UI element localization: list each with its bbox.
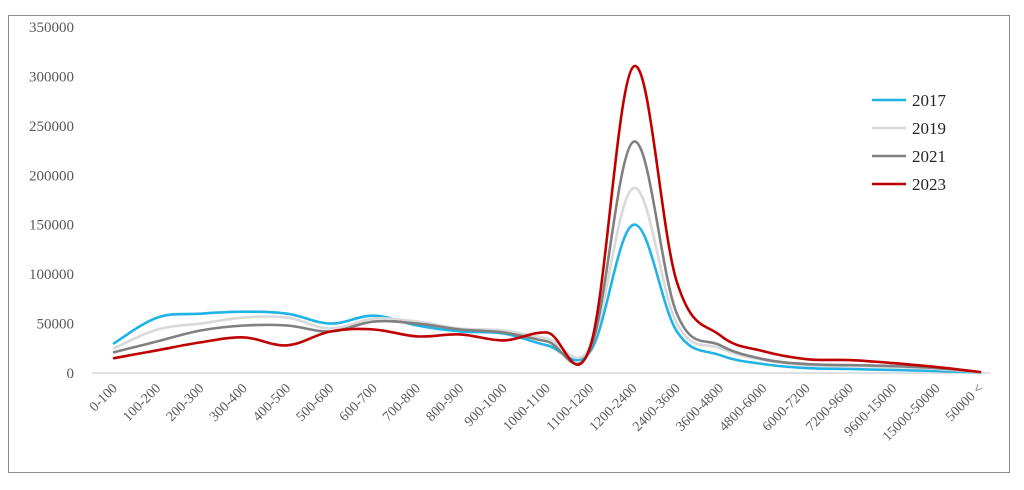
chart-frame (8, 15, 1010, 473)
legend-label: 2023 (912, 175, 946, 194)
y-tick-label: 50000 (37, 317, 75, 333)
x-tick-label: 800-900 (424, 381, 468, 425)
y-tick-label: 100000 (29, 267, 74, 283)
y-tick-label: 300000 (29, 69, 74, 85)
x-tick-label: 700-800 (380, 381, 424, 425)
x-tick-label: 400-500 (250, 381, 294, 425)
series-lines (112, 65, 982, 374)
y-tick-label: 200000 (29, 168, 74, 184)
y-axis-ticks: 0 50000 100000 150000 200000 250000 300000 3500… (29, 20, 74, 382)
legend-label: 2021 (912, 147, 946, 166)
x-axis-ticks: 0-100 100-200 200-300 300-400 400-500 500-600… (87, 381, 987, 444)
y-tick-label: 0 (67, 366, 75, 382)
legend-label: 2019 (912, 119, 946, 138)
x-tick-label: 50000 < (943, 381, 986, 424)
series-line-2023 (112, 65, 982, 374)
legend-label: 2017 (912, 91, 947, 110)
y-tick-label: 350000 (29, 20, 74, 36)
y-tick-label: 150000 (29, 218, 74, 234)
series-line-2017 (112, 223, 982, 374)
x-tick-label: 500-600 (294, 381, 338, 425)
x-tick-label: 0-100 (87, 381, 121, 415)
legend: 2017 2019 2021 2023 (872, 91, 947, 194)
x-tick-label: 600-700 (337, 381, 381, 425)
x-tick-label: 300-400 (207, 381, 251, 425)
x-tick-label: 200-300 (164, 381, 208, 425)
y-tick-label: 250000 (29, 119, 74, 135)
x-tick-label: 100-200 (121, 381, 165, 425)
